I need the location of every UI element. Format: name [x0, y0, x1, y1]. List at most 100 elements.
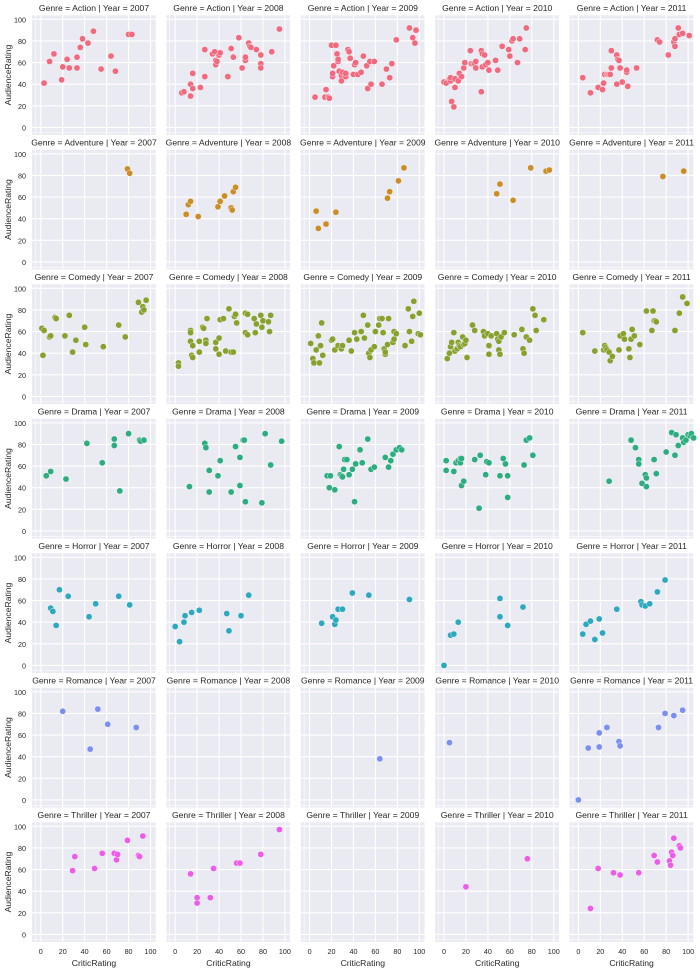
gridlines [569, 418, 694, 539]
facet-title: Genre = Drama | Year = 2007 [38, 407, 151, 417]
data-point [638, 480, 646, 487]
y-tick-label: 0 [22, 392, 26, 401]
data-point [100, 343, 107, 351]
data-point [510, 331, 518, 339]
y-tick-label: 20 [18, 102, 26, 111]
y-tick-label: 100 [14, 150, 26, 159]
x-tick-label: 80 [393, 947, 401, 956]
data-point [351, 498, 358, 506]
data-point [215, 350, 223, 358]
gridlines [435, 14, 560, 135]
data-point [618, 78, 626, 86]
data-point [683, 300, 691, 307]
data-point [58, 76, 65, 84]
data-point [329, 335, 336, 343]
data-point [232, 310, 239, 318]
data-point [244, 310, 251, 318]
data-point [579, 329, 587, 336]
facet-title: Genre = Comedy | Year = 2009 [303, 272, 422, 282]
data-point [527, 164, 534, 172]
data-point [655, 724, 662, 731]
x-tick-label: 20 [462, 947, 470, 956]
data-point [406, 24, 413, 32]
x-tick-label: 100 [548, 947, 560, 956]
gridlines [435, 821, 560, 942]
data-point [132, 724, 140, 731]
gridlines [569, 552, 694, 673]
facet-panel-drama-2007: Genre = Drama | Year = 2007 0 20 40 60 80 100 A… [3, 407, 157, 539]
data-point [685, 32, 693, 39]
y-tick-label: 20 [18, 505, 26, 514]
data-point [384, 194, 391, 202]
facet-title: Genre = Thriller | Year = 2008 [172, 810, 285, 820]
data-point [210, 865, 217, 872]
facet-title: Genre = Comedy | Year = 2010 [438, 272, 557, 282]
data-point [205, 467, 213, 474]
y-tick-label: 0 [22, 661, 26, 670]
gridlines [300, 687, 426, 808]
data-point [496, 350, 504, 358]
data-point [221, 192, 228, 200]
data-point [232, 184, 239, 191]
data-point [187, 870, 194, 878]
data-point [352, 460, 359, 468]
data-point [212, 345, 220, 353]
data-points [587, 834, 684, 912]
data-point [115, 592, 122, 600]
data-point [388, 60, 396, 67]
data-point [245, 591, 253, 599]
plot-area [435, 822, 560, 942]
facet-title: Genre = Horror | Year = 2011 [576, 541, 687, 551]
data-point [609, 353, 616, 360]
data-point [330, 62, 338, 70]
facet-panel-romance-2007: Genre = Romance | Year = 2007 0 20 40 60 80 10… [3, 676, 157, 808]
y-tick-label: 40 [18, 484, 26, 493]
facet-panel-drama-2010: Genre = Drama | Year = 2010 [435, 407, 560, 539]
data-point [378, 315, 386, 322]
plot-area [569, 553, 694, 673]
plot-area [435, 15, 560, 135]
data-point [220, 315, 227, 322]
data-point [253, 320, 260, 328]
data-point [228, 206, 236, 214]
data-point [587, 905, 594, 912]
y-tick-label: 60 [18, 59, 26, 68]
facet-panel-thriller-2008: Genre = Thriller | Year = 2008 0 20 40 60 80 1… [166, 810, 291, 968]
data-point [613, 605, 621, 613]
data-points [69, 832, 147, 874]
data-point [242, 53, 249, 61]
facet-panel-adventure-2008: Genre = Adventure | Year = 2008 [166, 138, 291, 270]
data-point [603, 724, 611, 731]
data-point [440, 662, 448, 669]
data-point [671, 35, 679, 43]
data-point [679, 30, 686, 37]
data-point [261, 430, 269, 437]
y-tick-label: 40 [18, 80, 26, 89]
facet-title: Genre = Action | Year = 2007 [39, 3, 149, 13]
y-tick-label: 0 [22, 258, 26, 267]
facet-title: Genre = Adventure | Year = 2011 [569, 138, 694, 148]
data-point [540, 316, 548, 323]
data-point [232, 443, 239, 450]
data-point [331, 486, 339, 494]
gridlines [32, 149, 157, 270]
plot-area [32, 822, 156, 942]
data-points [59, 705, 140, 753]
data-point [258, 323, 266, 331]
facet-panel-comedy-2008: Genre = Comedy | Year = 2008 [166, 272, 291, 404]
facet-title: Genre = Action | Year = 2008 [173, 3, 283, 13]
data-point [401, 342, 409, 349]
data-point [406, 596, 413, 603]
facet-panel-comedy-2007: Genre = Comedy | Year = 2007 0 20 40 60 80 100… [3, 272, 157, 404]
y-tick-label: 0 [22, 930, 26, 939]
data-point [662, 448, 670, 456]
x-tick-label: 80 [125, 947, 133, 956]
facet-panel-romance-2009: Genre = Romance | Year = 2009 [300, 676, 426, 808]
data-points [171, 591, 253, 645]
data-point [135, 299, 142, 306]
gridlines [166, 687, 291, 808]
data-point [227, 45, 235, 52]
x-tick-label: 0 [442, 947, 446, 956]
data-point [376, 755, 384, 763]
data-point [71, 853, 79, 860]
